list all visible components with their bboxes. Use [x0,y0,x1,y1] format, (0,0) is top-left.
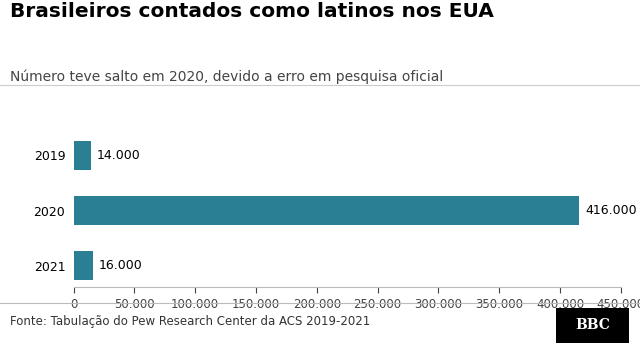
Text: 14.000: 14.000 [97,149,140,162]
Bar [74,141,91,170]
Text: BBC: BBC [575,318,610,332]
Text: Brasileiros contados como latinos nos EUA: Brasileiros contados como latinos nos EU… [10,2,493,21]
Text: Fonte: Tabulação do Pew Research Center da ACS 2019-2021: Fonte: Tabulação do Pew Research Center … [10,315,370,328]
Text: Número teve salto em 2020, devido a erro em pesquisa oficial: Número teve salto em 2020, devido a erro… [10,70,443,84]
Bar [74,251,93,280]
Text: 16.000: 16.000 [99,259,143,272]
Text: 416.000: 416.000 [586,204,637,217]
Bar [74,196,579,225]
